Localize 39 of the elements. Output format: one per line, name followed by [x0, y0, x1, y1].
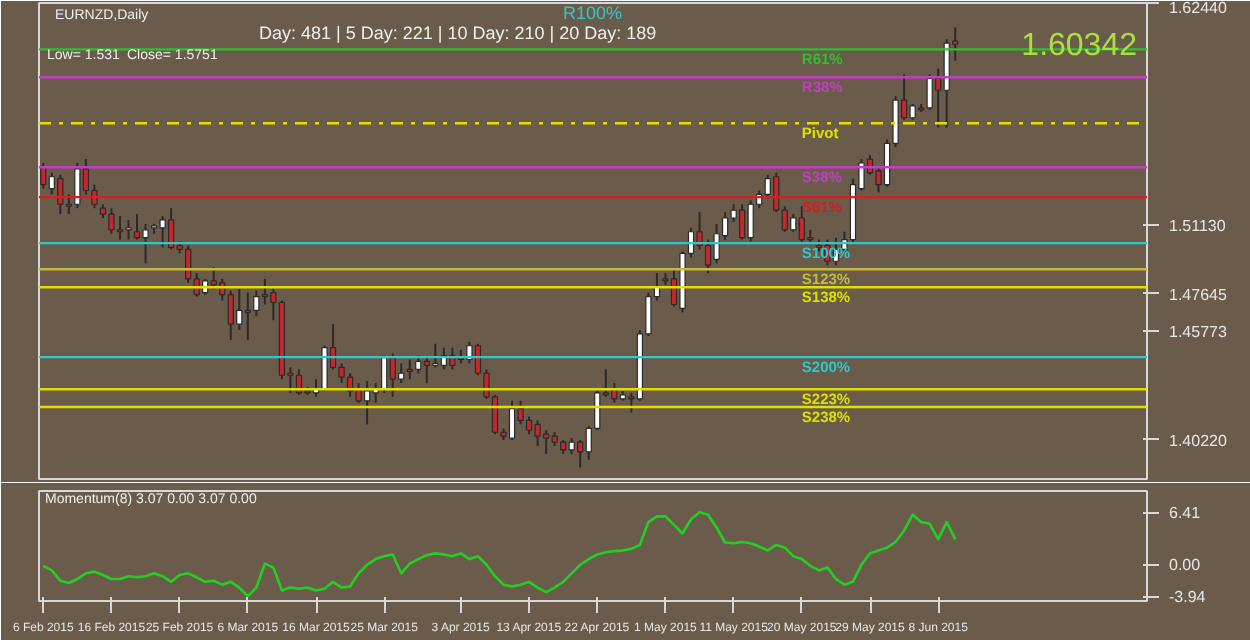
candlestick: [363, 380, 371, 426]
annotation: R100%: [563, 3, 623, 23]
candlestick: [236, 287, 243, 332]
candlestick: [210, 266, 217, 290]
candlestick: [611, 382, 618, 404]
candlestick: [108, 207, 115, 235]
y-tick-label: -3.94: [1169, 588, 1207, 607]
candlestick: [713, 222, 720, 265]
candlestick: [926, 73, 933, 111]
y-tick-label: 1.51130: [1169, 217, 1227, 236]
candlestick: [398, 362, 405, 385]
candlestick: [321, 344, 328, 392]
line-series: [41, 511, 957, 598]
candlestick: [432, 342, 439, 369]
candlestick: [406, 358, 413, 381]
candlestick: [142, 222, 149, 265]
candlestick: [167, 207, 175, 251]
candlestick: [704, 238, 712, 275]
candlestick: [389, 352, 396, 398]
candlestick: [133, 213, 141, 241]
candlestick: [534, 419, 541, 447]
y-tick-label: 6.41: [1169, 504, 1202, 523]
candlestick: [747, 199, 754, 243]
y-tick-label: 1.62440: [1169, 0, 1228, 17]
y-tick-label: 0.00: [1169, 556, 1202, 575]
annotation: Day: 481 | 5 Day: 221 | 10 Day: 210 | 20 Day: 189: [259, 23, 657, 43]
y-tick-label: 1.40220: [1169, 431, 1228, 450]
candlestick: [116, 215, 124, 241]
candlestick: [227, 289, 234, 341]
candlestick: [159, 215, 166, 249]
candlestick: [542, 429, 550, 455]
candlestick: [74, 161, 81, 210]
y-tick-label: 1.47645: [1169, 285, 1228, 304]
y-tick-label: 1.45773: [1169, 322, 1228, 341]
candlestick: [253, 289, 260, 318]
candlestick: [355, 382, 362, 404]
candlestick: [261, 277, 269, 306]
candlestick: [125, 218, 132, 241]
candlestick: [508, 399, 516, 442]
